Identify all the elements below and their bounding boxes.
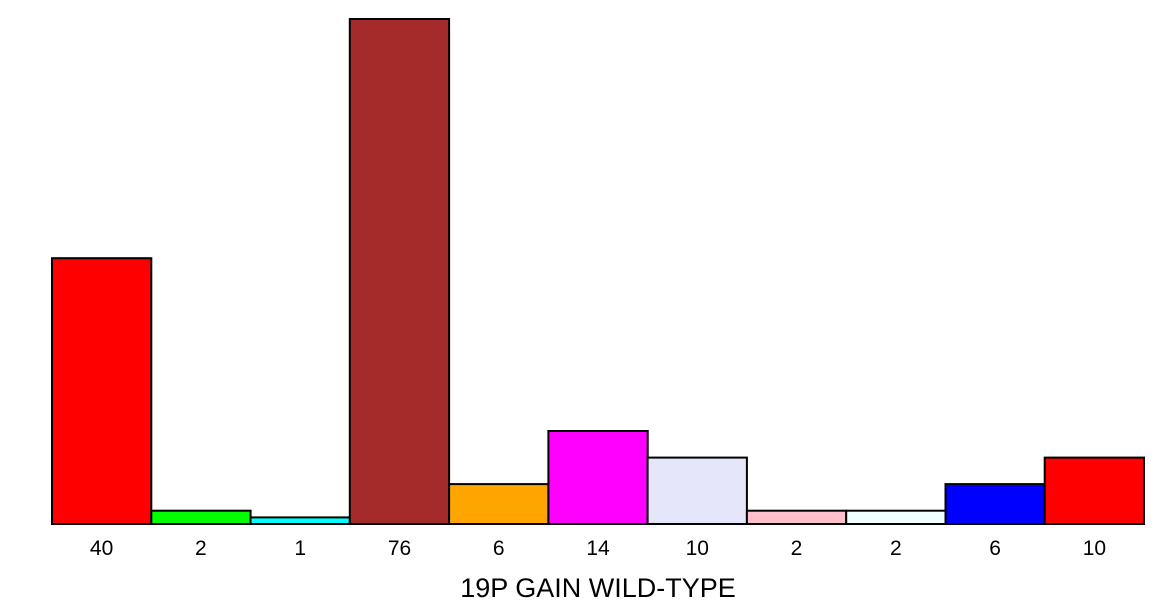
tick-labels-group: 40 2 1 76 6 14 10 2 2 6 10: [90, 537, 1106, 560]
x-tick-label-4: 6: [493, 537, 505, 560]
bar-8: [845, 509, 947, 526]
bar-3: [348, 18, 451, 525]
x-tick-label-0: 40: [90, 537, 113, 560]
bar-0: [51, 257, 153, 525]
bar-5: [547, 430, 649, 525]
bar-10: [1043, 456, 1145, 526]
bar-1: [150, 509, 252, 526]
bar-9: [944, 483, 1046, 526]
bar-6: [646, 456, 748, 526]
bar-7: [745, 509, 848, 526]
x-tick-label-9: 6: [989, 537, 1001, 560]
x-tick-label-10: 10: [1083, 537, 1106, 560]
bar-2: [249, 516, 351, 526]
x-tick-label-8: 2: [890, 537, 902, 560]
x-tick-label-7: 2: [791, 537, 803, 560]
x-tick-label-2: 1: [294, 537, 306, 560]
x-tick-label-3: 76: [388, 537, 411, 560]
x-tick-label-5: 14: [586, 537, 610, 560]
bars-group: [51, 18, 1145, 526]
x-tick-label-6: 10: [686, 537, 709, 560]
x-tick-label-1: 2: [195, 537, 207, 560]
bar-4: [448, 483, 550, 526]
x-axis-label: 19P GAIN WILD-TYPE: [460, 573, 736, 603]
